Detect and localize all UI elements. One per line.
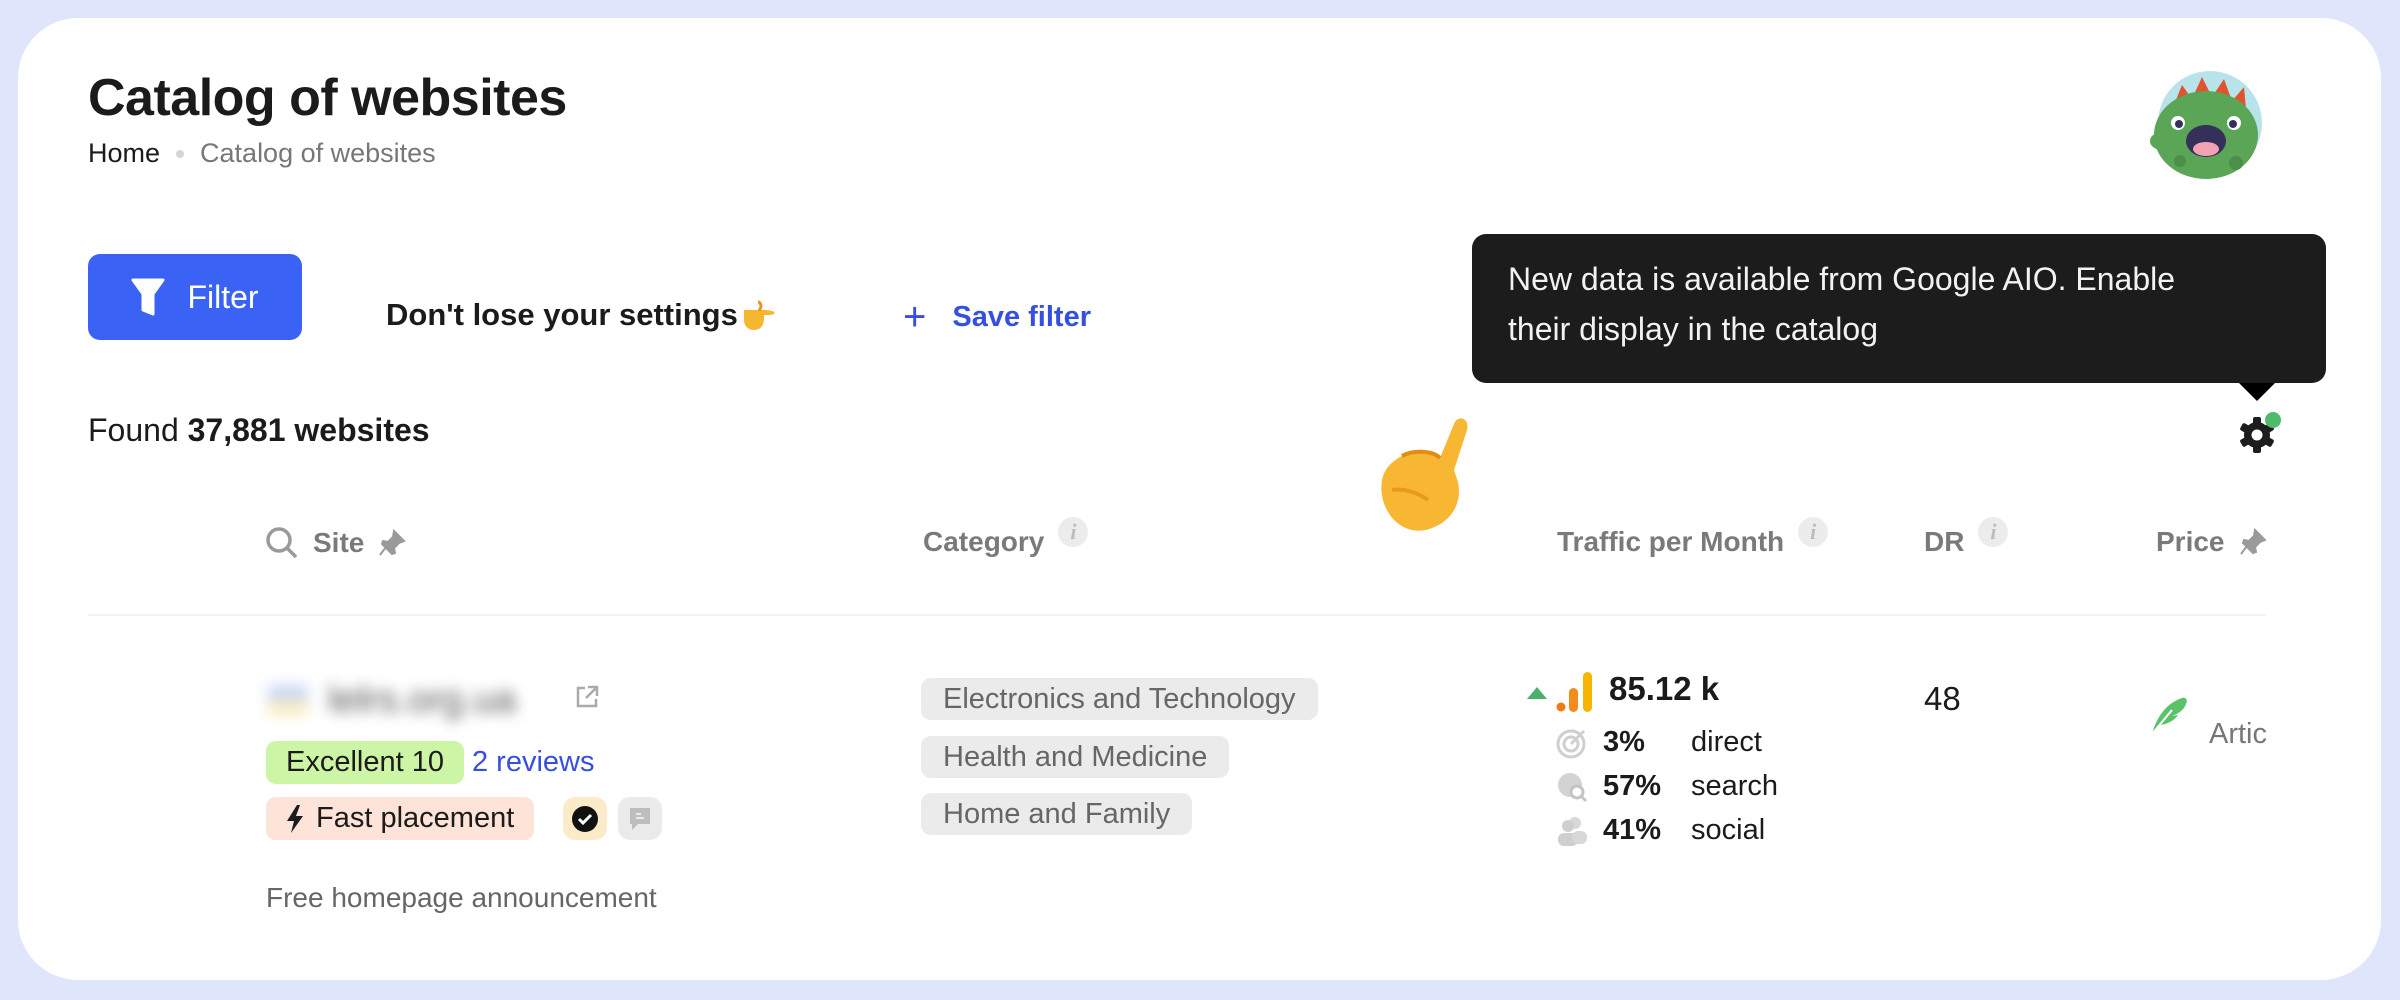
source-label: social	[1691, 814, 1766, 846]
source-label: direct	[1691, 726, 1762, 758]
save-filter-label: Save filter	[952, 300, 1091, 333]
info-icon[interactable]: i	[1798, 517, 1829, 547]
column-header-category[interactable]: Category i	[923, 517, 1089, 558]
save-settings-hint: Don't lose your settings	[386, 297, 776, 333]
traffic-bars-icon	[1556, 672, 1592, 712]
traffic-source-direct: 3% direct	[1556, 726, 1762, 759]
flag-icon	[268, 685, 308, 715]
column-header-dr[interactable]: DR i	[1924, 517, 2009, 558]
lightning-icon	[287, 804, 303, 833]
category-header-label: Category	[923, 526, 1045, 557]
tooltip-line-1: New data is available from Google AIO. E…	[1508, 261, 2176, 297]
target-icon	[1556, 729, 1586, 758]
catalog-table: Site Category i Traffic per Month i DR i…	[18, 18, 2266, 980]
breadcrumb-current: Catalog of websites	[200, 138, 436, 168]
category-tag[interactable]: Health and Medicine	[921, 736, 1230, 778]
site-name: lelrs.org.ua	[328, 678, 516, 721]
info-icon[interactable]: i	[1058, 517, 1089, 547]
site-header-label: Site	[313, 527, 365, 558]
globe-search-icon	[1558, 772, 1588, 802]
avatar[interactable]	[2144, 65, 2268, 189]
external-link-icon[interactable]	[574, 684, 600, 710]
info-icon[interactable]: i	[1978, 517, 2009, 547]
plus-icon: +	[903, 295, 927, 339]
source-percent: 41%	[1603, 814, 1662, 846]
table-settings-button[interactable]	[2237, 411, 2281, 455]
traffic-source-social: 41% social	[1556, 814, 1765, 847]
feather-icon	[2151, 697, 2187, 735]
filter-button[interactable]: Filter	[88, 254, 302, 340]
hint-text: Don't lose your settings	[386, 297, 738, 332]
breadcrumb-home[interactable]: Home	[88, 138, 161, 168]
fast-placement-label: Fast placement	[316, 802, 515, 834]
users-icon	[1558, 816, 1587, 846]
gear-icon	[2240, 412, 2281, 453]
breadcrumb: Home Catalog of websites	[88, 138, 436, 169]
site-note: Free homepage announcement	[266, 882, 657, 913]
price-header-label: Price	[2156, 526, 2225, 557]
google-aio-tooltip: New data is available from Google AIO. E…	[1472, 234, 2326, 401]
site-name-blurred[interactable]: lelrs.org.ua	[268, 678, 568, 722]
check-circle-icon	[572, 805, 598, 832]
column-header-site[interactable]: Site	[265, 526, 407, 560]
tooltip-line-2: their display in the catalog	[1508, 311, 1878, 347]
funnel-icon	[131, 278, 165, 316]
catalog-card: Catalog of websites Home Catalog of webs…	[18, 18, 2381, 980]
dr-header-label: DR	[1924, 526, 1965, 557]
comment-icon	[630, 807, 650, 830]
pin-icon[interactable]	[2239, 528, 2267, 556]
save-filter-button[interactable]: + Save filter	[903, 297, 1091, 337]
traffic-source-search: 57% search	[1556, 770, 1778, 803]
results-count: Found 37,881 websites	[88, 412, 430, 449]
fast-placement-badge: Fast placement	[266, 797, 535, 840]
breadcrumb-separator	[176, 149, 185, 158]
category-tag[interactable]: Home and Family	[921, 793, 1193, 835]
source-percent: 57%	[1603, 770, 1662, 802]
pointing-right-hand-icon	[743, 300, 775, 330]
pointing-hand-emoji-icon	[1362, 410, 1482, 545]
comment-badge[interactable]	[618, 797, 662, 840]
source-label: search	[1691, 770, 1779, 802]
verified-badge	[563, 797, 607, 840]
filter-button-label: Filter	[187, 278, 259, 315]
results-number: 37,881 websites	[187, 412, 430, 448]
trend-up-icon	[1527, 687, 1547, 699]
column-header-traffic[interactable]: Traffic per Month i	[1557, 517, 1829, 558]
source-percent: 3%	[1603, 726, 1645, 758]
price-type: Artic	[2209, 718, 2266, 750]
page-title: Catalog of websites	[88, 69, 567, 127]
search-icon	[266, 527, 298, 559]
reviews-link[interactable]: 2 reviews	[472, 746, 595, 778]
traffic-header-label: Traffic per Month	[1557, 526, 1785, 557]
traffic-value: 85.12 k	[1609, 670, 1720, 707]
notification-dot	[2265, 412, 2281, 428]
dr-value: 48	[1924, 680, 1961, 717]
header-divider	[88, 614, 2266, 616]
category-tag[interactable]: Electronics and Technology	[921, 678, 1318, 720]
rating-badge: Excellent 10	[266, 741, 464, 784]
column-header-price[interactable]: Price	[2156, 526, 2266, 558]
pin-icon[interactable]	[378, 529, 407, 557]
results-prefix: Found	[88, 412, 179, 448]
